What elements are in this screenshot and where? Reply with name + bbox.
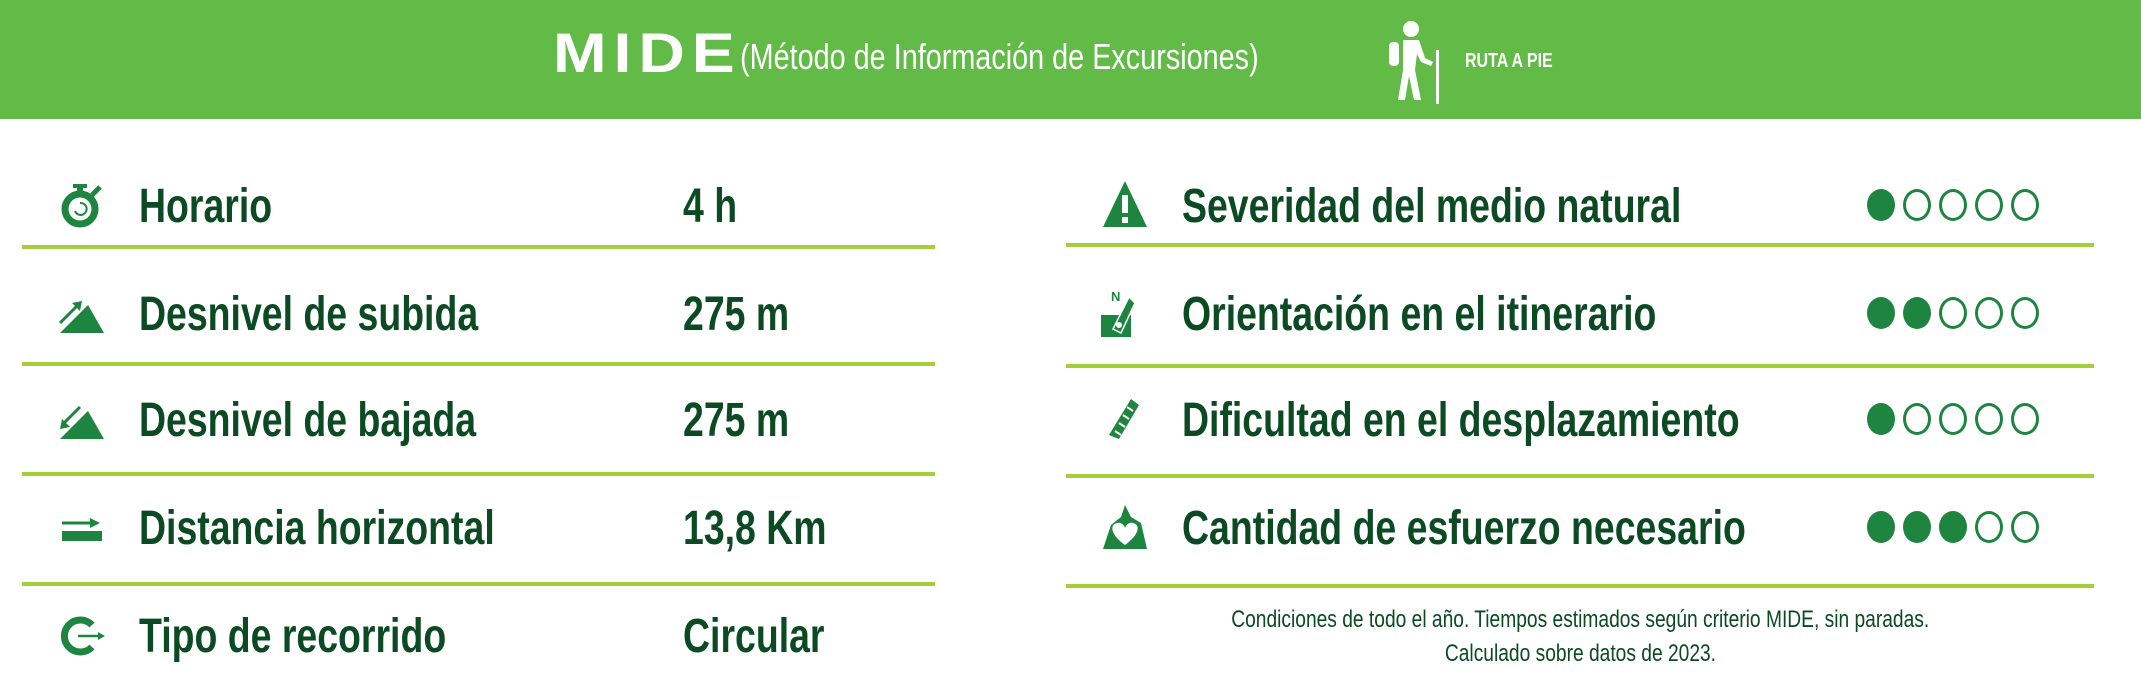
divider	[22, 582, 935, 586]
rating-dot-filled	[1867, 403, 1895, 435]
row-label: Horario	[139, 180, 273, 233]
divider	[22, 472, 935, 476]
divider	[1066, 243, 2094, 247]
footer-line-1: Condiciones de todo el año. Tiempos esti…	[1231, 606, 1929, 633]
rating-dot-empty	[1939, 297, 1967, 329]
rating-dot-filled	[1867, 189, 1895, 221]
ascent-icon	[58, 301, 104, 333]
row-label: Cantidad de esfuerzo necesario	[1182, 502, 1746, 555]
row-label: Tipo de recorrido	[139, 610, 447, 663]
row-esfuerzo: Cantidad de esfuerzo necesario	[0, 497, 2141, 557]
row-value: 275 m	[683, 288, 790, 341]
hiker-icon	[1389, 21, 1439, 104]
row-desnivel-bajada: Desnivel de bajada 275 m	[0, 389, 1000, 449]
row-label: Orientación en el itinerario	[1182, 288, 1657, 341]
row-severidad: Severidad del medio natural	[0, 175, 2141, 235]
row-dificultad: Dificultad en el desplazamiento	[0, 389, 2141, 449]
row-label: Distancia horizontal	[139, 502, 495, 555]
rating-dot-filled	[1903, 511, 1931, 543]
rating-dot-filled	[1939, 511, 1967, 543]
horizontal-distance-icon	[62, 518, 102, 541]
mide-logo: MIDE	[553, 21, 742, 84]
divider	[1066, 364, 2094, 368]
divider	[22, 245, 935, 249]
mide-subtitle: (Método de Información de Excursiones)	[740, 36, 1259, 77]
warning-mountain-icon	[1103, 181, 1147, 227]
rating-dot-empty	[2011, 403, 2039, 435]
divider	[22, 362, 935, 366]
rating-dot-empty	[2011, 189, 2039, 221]
row-value: 13,8 Km	[683, 502, 827, 555]
rating-dots	[1867, 403, 2039, 435]
rating-dot-empty	[2011, 511, 2039, 543]
rating-dot-filled	[1867, 511, 1895, 543]
svg-text:N: N	[1111, 289, 1120, 304]
row-distancia: Distancia horizontal 13,8 Km	[0, 497, 1000, 557]
divider	[1066, 474, 2094, 478]
circular-route-icon	[60, 616, 105, 656]
mode-label: RUTA A PIE	[1465, 50, 1553, 72]
row-orientacion: N Orientación en el itinerario	[0, 283, 2141, 343]
descent-icon	[60, 405, 104, 439]
boot-print-icon	[1109, 399, 1139, 439]
rating-dot-empty	[1903, 189, 1931, 221]
footer-note: Condiciones de todo el año. Tiempos esti…	[1080, 606, 2080, 634]
rating-dots	[1867, 511, 2039, 543]
stopwatch-icon	[61, 184, 102, 228]
rating-dot-empty	[1975, 511, 2003, 543]
row-label: Severidad del medio natural	[1182, 180, 1682, 233]
rating-dot-empty	[1975, 297, 2003, 329]
rating-dot-empty	[1939, 403, 1967, 435]
row-desnivel-subida: Desnivel de subida 275 m	[0, 283, 1000, 343]
rating-dot-filled	[1867, 297, 1895, 329]
mide-header: MIDE (Método de Información de Excursion…	[0, 0, 2141, 119]
row-horario: Horario 4 h	[0, 175, 1000, 235]
row-label: Dificultad en el desplazamiento	[1182, 394, 1740, 447]
divider	[1066, 584, 2094, 588]
row-tipo-recorrido: Tipo de recorrido Circular	[0, 605, 1000, 665]
rating-dots	[1867, 297, 2039, 329]
rating-dot-empty	[1939, 189, 1967, 221]
heart-effort-icon	[1103, 505, 1147, 549]
row-value: Circular	[683, 610, 825, 663]
rating-dots	[1867, 189, 2039, 221]
rating-dot-filled	[1903, 297, 1931, 329]
row-value: 4 h	[683, 180, 738, 233]
rating-dot-empty	[1975, 189, 2003, 221]
rating-dot-empty	[2011, 297, 2039, 329]
row-value: 275 m	[683, 394, 790, 447]
rating-dot-empty	[1975, 403, 2003, 435]
rating-dot-empty	[1903, 403, 1931, 435]
footer-note-2: Calculado sobre datos de 2023.	[1080, 640, 2080, 668]
footer-line-2: Calculado sobre datos de 2023.	[1444, 640, 1716, 667]
row-label: Desnivel de bajada	[139, 394, 477, 447]
compass-orientation-icon: N	[1101, 289, 1136, 337]
row-label: Desnivel de subida	[139, 288, 479, 341]
